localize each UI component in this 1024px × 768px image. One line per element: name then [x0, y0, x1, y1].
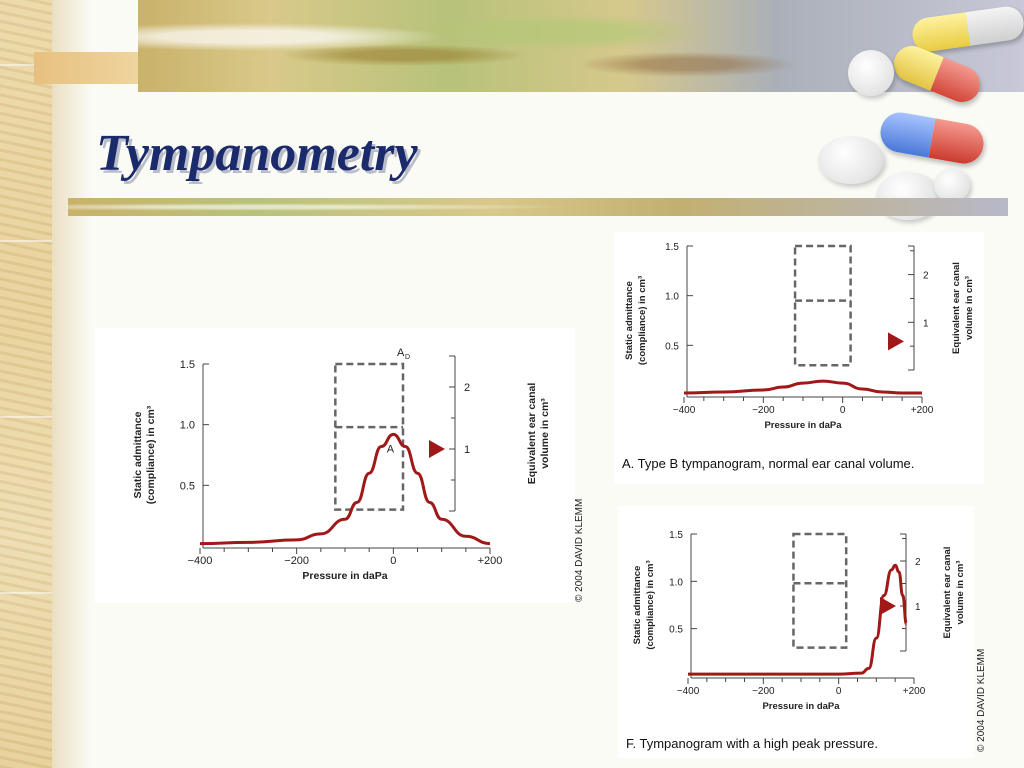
y2-tick-label: 1: [915, 602, 921, 613]
x-tick-label: +200: [911, 405, 934, 416]
x-tick-label: 0: [836, 686, 842, 697]
x-axis-label: Pressure in daPa: [764, 420, 842, 431]
white-tablet-icon: [934, 168, 970, 202]
tympanogram-curve: [199, 432, 491, 546]
y2-tick-label: 2: [464, 382, 470, 394]
left-texture-strip: [0, 0, 52, 768]
main-chart-credit: © 2004 DAVID KLEMM: [574, 498, 585, 602]
y2-tick-label: 2: [915, 557, 921, 568]
normal-range-box: [792, 532, 848, 649]
y2-tick-label: 1: [464, 444, 470, 456]
high-peak-caption: F. Tympanogram with a high peak pressure…: [626, 736, 878, 751]
blue-red-capsule-icon: [877, 109, 987, 167]
ear-canal-volume-marker: [880, 597, 896, 615]
y2-tick-label: 1: [923, 318, 929, 329]
x-tick-label: +200: [903, 686, 926, 697]
y2-axis-label-line2: volume in cm³: [964, 276, 975, 340]
y2-axis-label-line2: volume in cm³: [539, 398, 551, 469]
y-axis-label-line1: Static admittance: [624, 281, 635, 360]
banner-tab-decoration: [34, 52, 152, 84]
tympanogram-curve: [683, 379, 922, 395]
y-tick-label: 1.5: [665, 242, 679, 253]
x-tick-label: +200: [478, 555, 503, 567]
x-tick-label: −400: [673, 405, 696, 416]
y2-axis-label-line2: volume in cm³: [955, 561, 966, 625]
y2-axis-label-line1: Equivalent ear canal: [951, 262, 962, 354]
y-tick-label: 1.0: [665, 292, 679, 303]
normal-range-box: [793, 244, 852, 367]
normal-range-box: [334, 362, 405, 511]
type-b-tympanogram-chart: 0.5 1.0 1.5 −400 −200 0 +200 Pressure in daPa St…: [614, 232, 984, 484]
white-tablet-icon: [818, 136, 884, 184]
main-chart-svg: 0.5 1.0 1.5 −400 −200 0 +200 Pressure in daPa St…: [132, 347, 551, 582]
title-rule-decoration: [68, 198, 1008, 216]
y-tick-label: 0.5: [665, 341, 679, 352]
peak-label: A: [387, 443, 395, 455]
x-axis-label: Pressure in daPa: [762, 701, 840, 712]
y-tick-label: 1.5: [669, 530, 683, 541]
white-tablet-icon: [848, 50, 894, 96]
type-b-chart-svg: 0.5 1.0 1.5 −400 −200 0 +200 Pressure in daPa St…: [624, 242, 975, 431]
y-axis-label-line2: (compliance) in cm³: [145, 405, 157, 504]
y-tick-label: 0.5: [180, 480, 195, 492]
y-axis-label-line1: Static admittance: [132, 411, 144, 498]
y-tick-label: 1.0: [669, 577, 683, 588]
y-tick-label: 1.5: [180, 359, 195, 371]
ear-canal-volume-marker: [888, 332, 904, 351]
y2-axis-label-line1: Equivalent ear canal: [526, 383, 538, 485]
x-tick-label: −200: [284, 555, 309, 567]
main-tympanogram-chart: 0.5 1.0 1.5 −400 −200 0 +200 Pressure in daPa St…: [95, 328, 575, 603]
page-title: Tympanometry: [96, 125, 418, 182]
type-b-caption: A. Type B tympanogram, normal ear canal …: [622, 456, 915, 471]
y-axis-label-line2: (compliance) in cm³: [637, 276, 648, 365]
high-peak-tympanogram-chart: 0.5 1.0 1.5 −400 −200 0 +200 Pressure in daPa St…: [618, 506, 974, 758]
x-tick-label: −200: [752, 686, 775, 697]
x-axis-label: Pressure in daPa: [302, 570, 387, 582]
y2-axis-label-line1: Equivalent ear canal: [942, 547, 953, 639]
high-peak-chart-credit: © 2004 DAVID KLEMM: [976, 648, 987, 752]
left-texture-fade: [52, 0, 92, 768]
tympanogram-curve: [687, 563, 908, 676]
box-label-main: A: [397, 347, 405, 359]
x-tick-label: 0: [840, 405, 846, 416]
ear-canal-volume-marker: [429, 440, 445, 458]
x-tick-label: 0: [390, 555, 396, 567]
x-tick-label: −200: [752, 405, 775, 416]
y-axis-label-line2: (compliance) in cm³: [645, 560, 656, 649]
y-tick-label: 0.5: [669, 625, 683, 636]
y-axis-label-line1: Static admittance: [632, 566, 643, 645]
box-label-sub: D: [405, 354, 410, 361]
y2-tick-label: 2: [923, 271, 929, 282]
high-peak-chart-svg: 0.5 1.0 1.5 −400 −200 0 +200 Pressure in daPa St…: [632, 530, 966, 712]
x-tick-label: −400: [188, 555, 213, 567]
y-tick-label: 1.0: [180, 420, 195, 432]
x-tick-label: −400: [677, 686, 700, 697]
